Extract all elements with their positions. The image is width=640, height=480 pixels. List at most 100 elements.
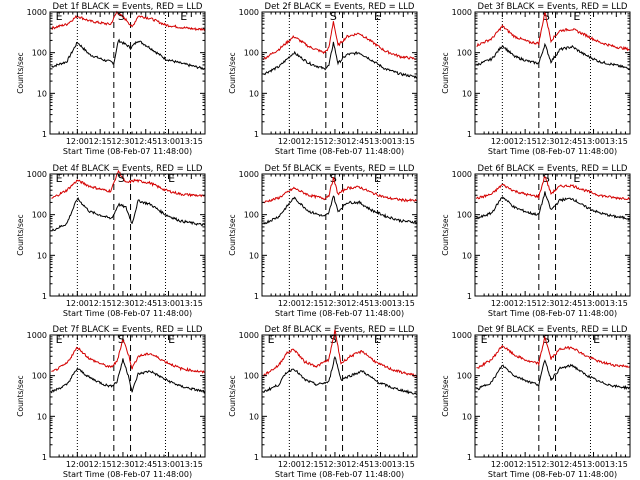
marker-label: E — [56, 172, 63, 185]
panel-title: Det 9f BLACK = Events, RED = LLD — [478, 325, 628, 335]
marker-label: E — [180, 10, 187, 23]
y-tick-label: 100 — [32, 372, 47, 381]
x-axis-label: Start Time (08-Feb-07 11:48:00) — [275, 147, 404, 156]
x-tick-label: 12:00 — [491, 299, 514, 308]
x-tick-label: 12:00 — [66, 460, 89, 469]
y-tick-label: 1000 — [239, 8, 259, 17]
y-axis-label: Counts/sec — [441, 375, 450, 416]
x-tick-label: 12:30 — [323, 460, 346, 469]
y-tick-label: 100 — [457, 49, 472, 58]
y-tick-label: 1000 — [27, 331, 47, 340]
panel-title: Det 2f BLACK = Events, RED = LLD — [265, 2, 415, 12]
marker-label: E — [593, 333, 600, 346]
x-tick-label: 12:30 — [536, 460, 559, 469]
y-tick-label: 10 — [37, 251, 47, 260]
x-axis-label: Start Time (08-Feb-07 11:48:00) — [488, 309, 617, 318]
panel-title: Det 7f BLACK = Events, RED = LLD — [53, 325, 203, 335]
y-axis-label: Counts/sec — [16, 52, 25, 93]
y-tick-label: 1 — [467, 130, 472, 139]
marker-label: S — [543, 333, 550, 346]
marker-label: E — [56, 10, 63, 23]
y-tick-label: 10 — [249, 89, 259, 98]
plot-frame — [474, 334, 631, 458]
y-tick-label: 1000 — [239, 170, 259, 179]
x-tick-label: 12:15 — [514, 137, 537, 146]
marker-label: E — [374, 172, 381, 185]
marker-label: E — [573, 10, 580, 23]
series-events-line — [51, 38, 206, 70]
panel-title: Det 4f BLACK = Events, RED = LLD — [53, 164, 203, 174]
series-lld-line — [51, 169, 206, 199]
y-tick-label: 1000 — [452, 331, 472, 340]
x-tick-label: 12:45 — [346, 460, 369, 469]
y-tick-label: 1 — [467, 453, 472, 462]
x-tick-label: 12:45 — [134, 137, 157, 146]
x-tick-label: 12:15 — [89, 137, 112, 146]
marker-label: E — [374, 333, 381, 346]
y-axis-label: Counts/sec — [441, 214, 450, 255]
series-lld-line — [263, 329, 418, 378]
x-tick-label: 12:00 — [491, 460, 514, 469]
x-tick-label: 12:45 — [134, 299, 157, 308]
y-axis-label: Counts/sec — [228, 214, 237, 255]
y-tick-label: 1000 — [452, 8, 472, 17]
x-tick-label: 12:30 — [111, 299, 134, 308]
x-tick-label: 12:15 — [89, 460, 112, 469]
marker-label: S — [118, 10, 125, 23]
x-axis-label: Start Time (08-Feb-07 11:48:00) — [275, 309, 404, 318]
y-tick-label: 1 — [254, 292, 259, 301]
panel-title: Det 3f BLACK = Events, RED = LLD — [478, 2, 628, 12]
y-tick-label: 10 — [37, 89, 47, 98]
x-tick-label: 13:00 — [369, 137, 392, 146]
x-tick-label: 13:15 — [605, 299, 628, 308]
plot-frame — [261, 11, 418, 135]
y-tick-label: 10 — [462, 251, 472, 260]
y-tick-label: 100 — [457, 372, 472, 381]
series-lld-line — [51, 337, 206, 374]
y-axis-label: Counts/sec — [228, 52, 237, 93]
y-tick-label: 1000 — [27, 8, 47, 17]
marker-label: S — [330, 10, 337, 23]
marker-label: E — [573, 172, 580, 185]
y-axis-label: Counts/sec — [16, 214, 25, 255]
x-axis-label: Start Time (08-Feb-07 11:48:00) — [63, 309, 192, 318]
x-tick-label: 12:30 — [536, 299, 559, 308]
marker-label: S — [543, 172, 550, 185]
series-events-line — [476, 42, 631, 71]
x-axis-label: Start Time (08-Feb-07 11:48:00) — [488, 147, 617, 156]
x-tick-label: 12:30 — [323, 137, 346, 146]
panel-title: Det 5f BLACK = Events, RED = LLD — [265, 164, 415, 174]
x-tick-label: 12:45 — [346, 137, 369, 146]
y-tick-label: 1000 — [452, 170, 472, 179]
x-tick-label: 12:00 — [66, 137, 89, 146]
series-events-line — [51, 196, 206, 232]
y-tick-label: 100 — [244, 211, 259, 220]
x-tick-label: 13:00 — [582, 460, 605, 469]
x-tick-label: 13:15 — [605, 460, 628, 469]
x-tick-label: 13:00 — [582, 299, 605, 308]
y-tick-label: 10 — [462, 412, 472, 421]
marker-label: S — [118, 333, 125, 346]
y-tick-label: 1 — [42, 292, 47, 301]
x-tick-label: 12:30 — [536, 137, 559, 146]
x-tick-label: 13:15 — [392, 460, 415, 469]
series-events-line — [476, 191, 631, 221]
x-tick-label: 12:15 — [301, 137, 324, 146]
y-tick-label: 1 — [254, 453, 259, 462]
x-tick-label: 13:00 — [369, 460, 392, 469]
series-lld-line — [476, 176, 631, 201]
marker-label: E — [56, 333, 63, 346]
plot-frame — [49, 173, 206, 297]
x-tick-label: 12:15 — [514, 460, 537, 469]
marker-label: E — [268, 333, 275, 346]
plot-frame — [49, 11, 206, 135]
x-axis-label: Start Time (08-Feb-07 11:48:00) — [63, 147, 192, 156]
